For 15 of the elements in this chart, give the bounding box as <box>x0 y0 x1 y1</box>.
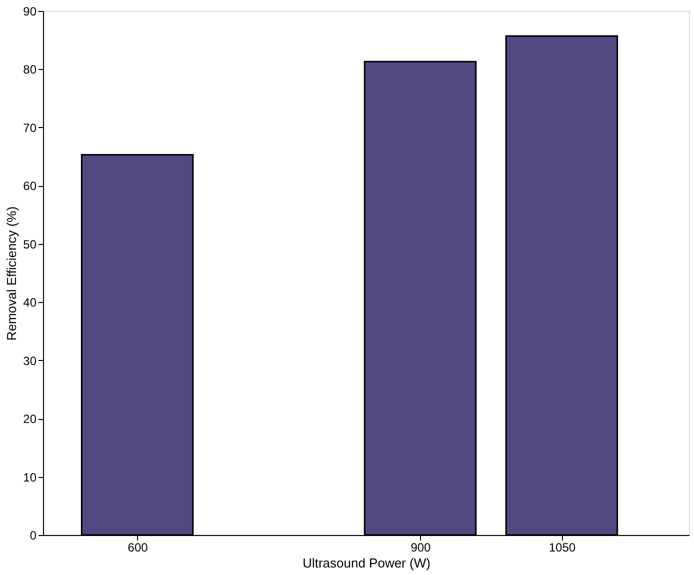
y-tick-label: 60 <box>23 179 37 194</box>
y-tick-label: 20 <box>23 412 37 426</box>
y-tick-label: 80 <box>23 62 37 77</box>
x-tick-label: 900 <box>410 540 432 554</box>
y-axis-title: Removal Efficiency (%) <box>4 206 20 341</box>
y-tick-label: 50 <box>23 237 37 252</box>
x-tick-label: 600 <box>128 540 148 554</box>
y-tick-label: 90 <box>23 4 37 18</box>
y-tick-label: 10 <box>23 470 37 484</box>
y-tick-label: 70 <box>23 120 37 135</box>
y-tick-label: 30 <box>23 354 37 368</box>
y-tick-label: 40 <box>23 296 37 310</box>
y-tick-label: 0 <box>30 528 37 542</box>
x-tick-label: 1050 <box>548 540 576 554</box>
x-axis-title: Ultrasound Power (W) <box>302 556 430 570</box>
